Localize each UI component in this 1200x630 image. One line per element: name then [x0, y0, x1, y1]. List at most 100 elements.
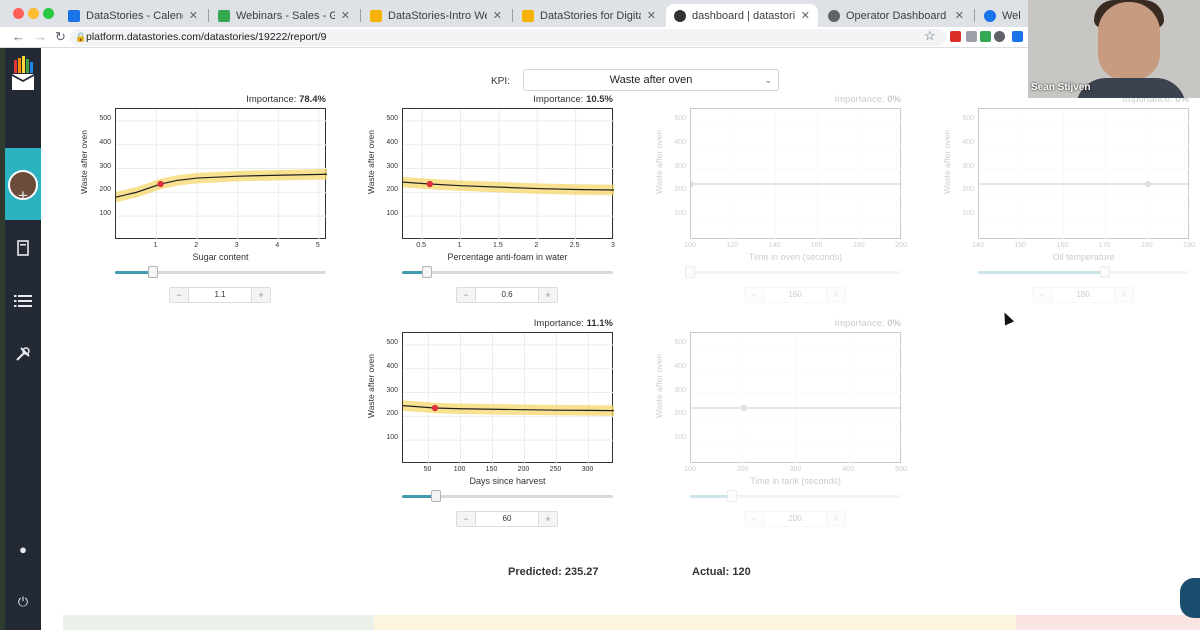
maximize-window-icon[interactable] — [43, 8, 54, 19]
decrement-button[interactable]: − — [745, 288, 763, 302]
slider-handle[interactable] — [727, 490, 738, 502]
url-text: platform.datastories.com/datastories/192… — [86, 31, 327, 43]
browser-tab[interactable]: Webinars - Sales - Google Dri ✕ — [210, 4, 358, 27]
plus-icon[interactable]: + — [18, 186, 28, 205]
importance-value: 0% — [887, 318, 901, 329]
chat-widget-icon[interactable] — [1180, 578, 1200, 618]
minimize-window-icon[interactable] — [28, 8, 39, 19]
x-tick-label: 140 — [972, 242, 984, 249]
close-tab-icon[interactable]: ✕ — [954, 10, 964, 22]
increment-button[interactable]: + — [539, 288, 557, 302]
plot-area — [690, 108, 902, 240]
power-icon[interactable]: ⏻ — [17, 594, 29, 609]
slider-handle[interactable] — [685, 266, 695, 278]
close-tab-icon[interactable]: ✕ — [800, 10, 810, 22]
back-arrow-icon[interactable]: ← — [12, 29, 25, 44]
actual-value: Actual: 120 — [692, 566, 751, 578]
x-tick-label: 180 — [852, 242, 865, 249]
extension-icon[interactable] — [980, 31, 991, 42]
stepper-value-input[interactable]: 160 — [763, 288, 827, 302]
decrement-button[interactable]: − — [745, 512, 763, 526]
book-icon[interactable] — [5, 240, 41, 261]
slider-handle[interactable] — [147, 266, 158, 278]
extension-icon[interactable] — [950, 31, 961, 42]
slides-icon — [370, 9, 382, 22]
extension-icon[interactable] — [1012, 31, 1023, 42]
browser-tab[interactable]: Operator Dashboard ✕ — [820, 4, 972, 27]
reload-icon[interactable]: ↻ — [55, 29, 66, 44]
stepper-value-input[interactable]: 200 — [763, 512, 827, 526]
y-axis-label: Waste after oven — [366, 354, 376, 418]
decrement-button[interactable]: − — [170, 288, 188, 302]
stepper-value-input[interactable]: 0.6 — [475, 288, 539, 302]
slider-handle[interactable] — [430, 490, 441, 502]
value-slider[interactable] — [685, 266, 901, 278]
value-stepper: −200 + — [744, 511, 846, 527]
chat-icon[interactable]: ● — [19, 542, 27, 557]
value-slider[interactable] — [402, 490, 613, 502]
slider-handle[interactable] — [1099, 266, 1110, 278]
zoom-icon — [984, 9, 996, 22]
browser-tab[interactable]: DataStories - Calendar - Week ✕ — [60, 4, 206, 27]
close-tab-icon[interactable]: ✕ — [492, 10, 502, 22]
value-slider[interactable] — [978, 266, 1189, 278]
x-tick-label: 2 — [194, 242, 199, 249]
y-tick-label: 300 — [386, 386, 398, 394]
pdp-chart-panel: Importance: 0% 500 400 300 200 100 100 200 300 40… — [654, 318, 918, 558]
increment-button[interactable]: + — [252, 288, 270, 302]
calendar-icon — [68, 9, 80, 22]
x-tick-label: 5 — [315, 242, 320, 249]
importance-label: Importance: 10.5% — [533, 94, 613, 105]
pdp-chart-panel: Importance: 0% 500 400 300 200 100 140 150 160 17… — [942, 94, 1200, 334]
presenter-face — [1098, 2, 1160, 80]
x-tick-label: 400 — [842, 466, 855, 473]
browser-tab[interactable]: Webinar — [976, 4, 1028, 27]
close-tab-icon[interactable]: ✕ — [646, 10, 656, 22]
value-slider[interactable] — [115, 266, 326, 278]
extension-icon[interactable] — [994, 31, 1005, 42]
increment-button[interactable]: + — [1115, 288, 1133, 302]
datastories-logo[interactable] — [5, 54, 41, 94]
user-avatar[interactable] — [5, 148, 41, 220]
decrement-button[interactable]: − — [457, 512, 475, 526]
kpi-select[interactable]: Waste after oven ⌄ — [523, 69, 779, 91]
x-tick-label: 2 — [534, 242, 539, 249]
close-tab-icon[interactable]: ✕ — [340, 10, 350, 22]
forward-arrow-icon[interactable]: → — [34, 29, 47, 44]
slider-handle[interactable] — [422, 266, 433, 278]
stepper-value-input[interactable]: 60 — [475, 512, 539, 526]
increment-button[interactable]: + — [827, 288, 845, 302]
increment-button[interactable]: + — [827, 512, 845, 526]
extension-icon[interactable] — [966, 31, 977, 42]
list-icon[interactable] — [5, 293, 41, 313]
browser-tab[interactable]: DataStories-Intro Webinar 202 ✕ — [362, 4, 510, 27]
slides-icon — [522, 9, 534, 22]
close-tab-icon[interactable]: ✕ — [188, 10, 198, 22]
importance-label-text: Importance: — [834, 94, 885, 105]
current-value-marker — [426, 180, 434, 188]
slider-fill — [402, 271, 428, 274]
increment-button[interactable]: + — [539, 512, 557, 526]
plot-svg — [116, 109, 327, 240]
current-value-marker — [740, 404, 747, 412]
decrement-button[interactable]: − — [457, 288, 475, 302]
value-slider[interactable] — [690, 490, 901, 502]
browser-tab-active[interactable]: dashboard | datastories ✕ — [666, 4, 818, 27]
stepper-value-input[interactable]: 180 — [1051, 288, 1115, 302]
kpi-label: KPI: — [491, 76, 510, 87]
kpi-selected-value: Waste after oven — [609, 74, 693, 86]
value-slider[interactable] — [402, 266, 613, 278]
y-axis-label: Waste after oven — [366, 130, 376, 194]
decrement-button[interactable]: − — [1033, 288, 1051, 302]
bookmark-star-icon[interactable]: ☆ — [924, 28, 936, 43]
tools-icon[interactable] — [5, 346, 41, 367]
plot-area — [690, 332, 902, 464]
stepper-value-input[interactable]: 1.1 — [188, 288, 252, 302]
y-tick-label: 400 — [962, 138, 974, 146]
status-bar-good — [63, 615, 374, 630]
close-window-icon[interactable] — [13, 8, 24, 19]
url-input[interactable]: 🔒 platform.datastories.com/datastories/1… — [70, 29, 946, 46]
browser-tab[interactable]: DataStories for Digital Manufa ✕ — [514, 4, 664, 27]
x-tick-label: 200 — [736, 466, 749, 473]
